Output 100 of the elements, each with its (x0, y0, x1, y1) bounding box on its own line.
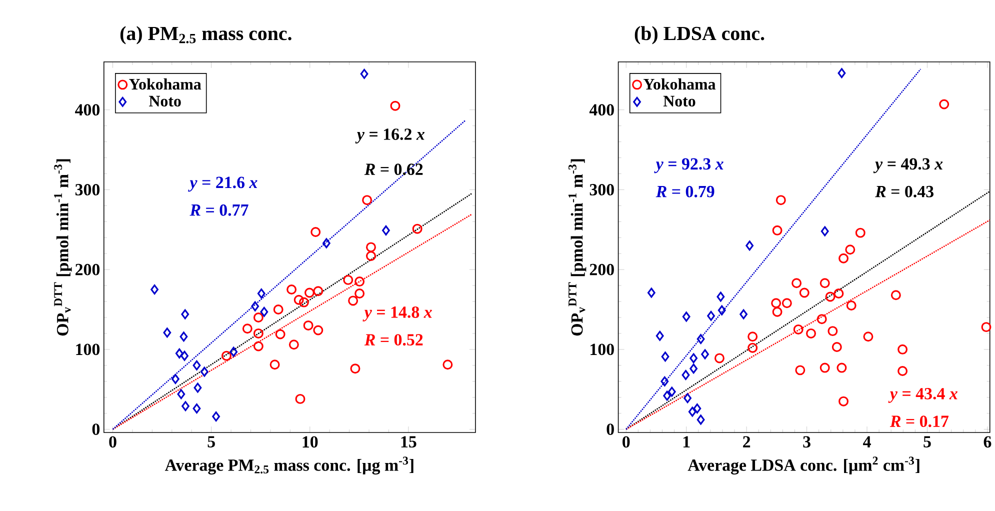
annotation: y = 21.6 x (188, 176, 258, 192)
point (230, 346, 238, 357)
point (294, 294, 304, 305)
legend-label: Yokohama (129, 78, 202, 90)
x-tick-label: 2 (743, 436, 750, 448)
point (820, 226, 829, 236)
point (816, 314, 827, 324)
point (863, 331, 874, 342)
point (846, 300, 856, 310)
point (981, 322, 992, 332)
x-tick-label: 0 (109, 436, 116, 448)
point (310, 226, 321, 237)
point (348, 296, 358, 306)
point (412, 224, 422, 234)
point (260, 306, 268, 317)
x-tick-label: 5 (924, 436, 931, 448)
point (180, 331, 188, 342)
point (820, 362, 830, 373)
x-tick-label: 1 (683, 436, 690, 448)
point (748, 331, 758, 342)
annotation: y = 49.3 x (873, 158, 943, 173)
point (313, 325, 324, 336)
point (286, 284, 297, 294)
point (295, 394, 306, 404)
point (820, 278, 830, 288)
point (855, 228, 866, 238)
annotation: R = 0.79 (656, 186, 714, 198)
point (661, 351, 670, 362)
point (772, 306, 782, 317)
point (354, 288, 365, 298)
point (696, 334, 705, 344)
point (180, 350, 188, 361)
point (748, 342, 758, 353)
point (690, 363, 698, 374)
point (343, 274, 354, 285)
point (701, 349, 709, 360)
x-tick-label: 3 (803, 436, 810, 448)
point (682, 370, 690, 380)
point (192, 360, 201, 370)
annotation: R = 0.52 (364, 334, 423, 346)
point (313, 286, 324, 296)
point (836, 362, 847, 373)
point (898, 366, 908, 376)
point (350, 363, 360, 374)
y-tick-label: 0 (606, 423, 614, 435)
point (690, 353, 698, 364)
point (828, 326, 838, 336)
point (771, 298, 782, 308)
point (793, 324, 804, 334)
point (175, 348, 184, 358)
point (714, 353, 724, 364)
legend-label: Yokohama (644, 78, 716, 90)
point (182, 400, 190, 411)
point (366, 250, 376, 261)
y-tick-label: 100 (76, 344, 100, 355)
annotation: R = 0.17 (890, 415, 949, 427)
point (362, 194, 372, 205)
point (799, 288, 810, 298)
point (693, 403, 702, 414)
point (360, 68, 368, 79)
point (194, 382, 202, 393)
point (212, 411, 220, 422)
x-tick-label: 6 (984, 436, 992, 448)
annotation: R = 0.43 (875, 186, 934, 198)
point (795, 365, 806, 375)
point (242, 323, 252, 334)
y-axis-title: OP$_{v}$$^{DTT}$ [pmol min$^{-1}$ m$^{-3}$] (568, 159, 586, 336)
point (939, 99, 950, 110)
point (898, 344, 908, 354)
y-tick-label: 400 (75, 104, 100, 116)
x-axis-title: Average PM$_{2.5}$ mass conc. [µg m$^{-3}$] (164, 456, 414, 474)
point (716, 292, 725, 302)
point (200, 366, 208, 377)
point (354, 276, 365, 286)
point (442, 359, 453, 370)
point (656, 330, 664, 341)
point (668, 386, 676, 397)
legend-label: Noto (149, 96, 181, 106)
x-tick-label: 0 (622, 436, 630, 448)
x-tick-label: 4 (863, 436, 871, 448)
point (806, 328, 816, 338)
point (688, 406, 696, 417)
point (257, 288, 266, 298)
point (251, 301, 260, 312)
point (696, 414, 705, 425)
point (660, 376, 669, 386)
point (275, 329, 286, 340)
point (776, 194, 786, 205)
y-tick-label: 400 (589, 104, 614, 116)
point (222, 350, 232, 361)
point (192, 403, 201, 414)
annotation: R = 0.77 (190, 204, 248, 216)
point (172, 374, 180, 384)
point (832, 342, 842, 352)
y-tick-label: 200 (590, 264, 614, 276)
point (253, 312, 264, 322)
y-axis-title: OP$_{v}$$^{DTT}$ [pmol min$^{-1}$ m$^{-3}$] (54, 159, 72, 336)
point (834, 288, 844, 298)
legend-label: Noto (663, 96, 696, 106)
point (838, 253, 849, 264)
